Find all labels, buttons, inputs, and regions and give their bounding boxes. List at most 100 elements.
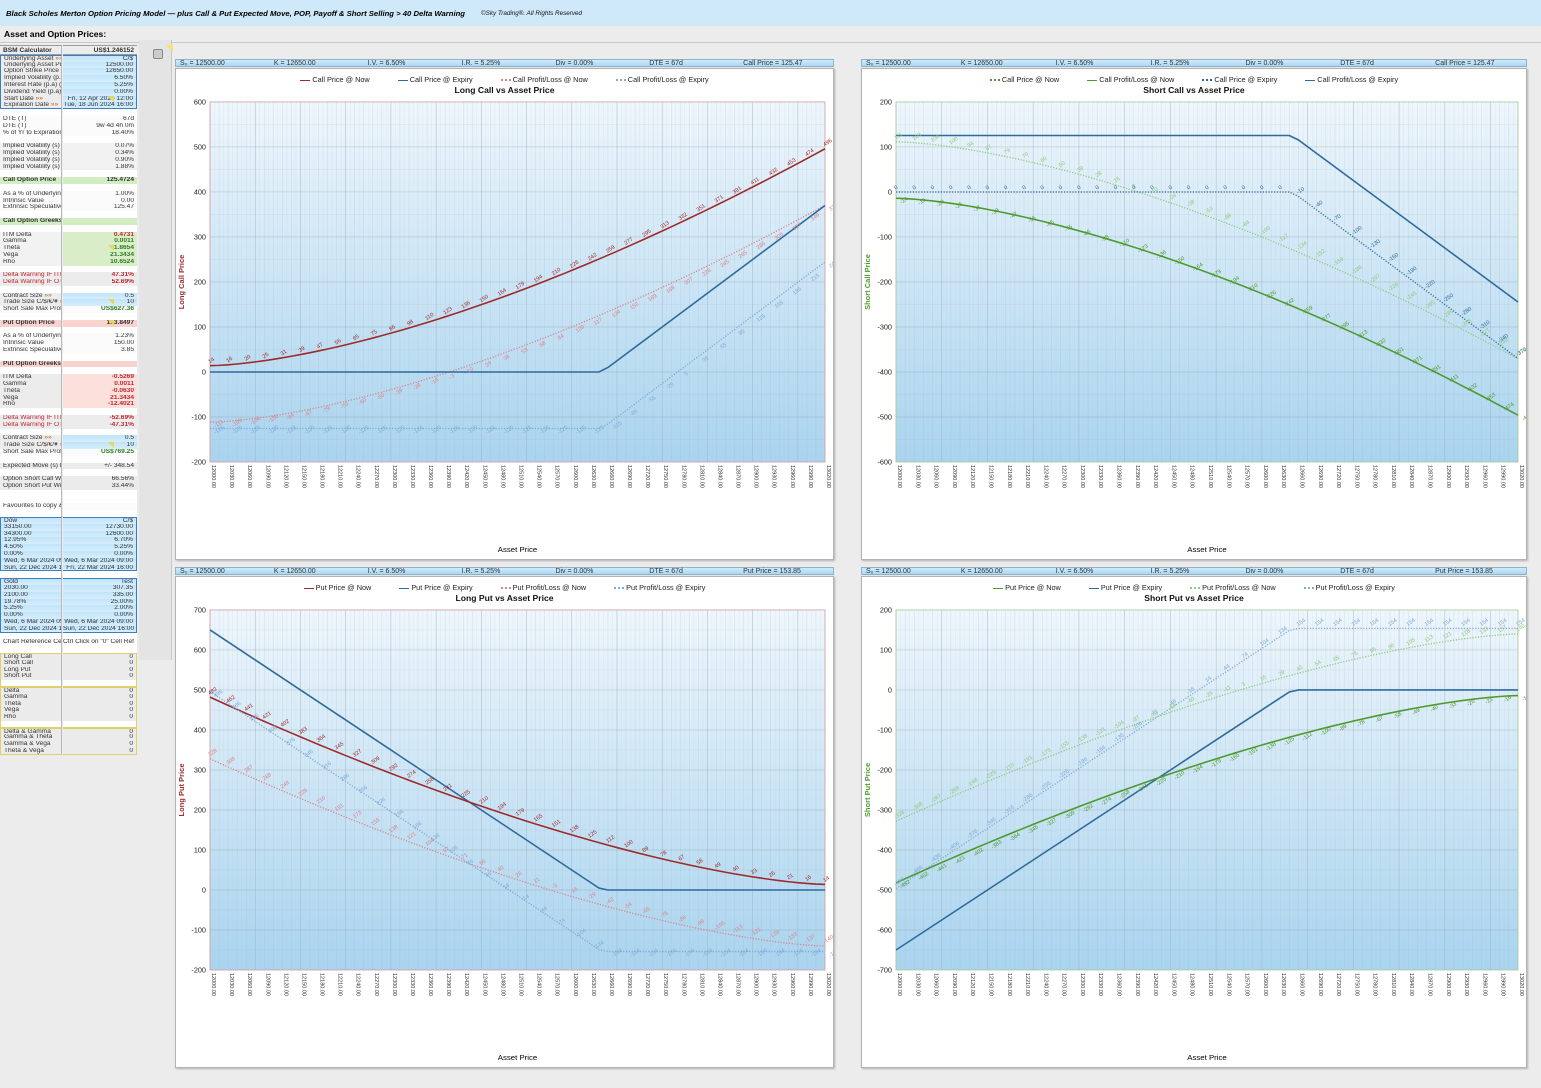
svg-text:12660.00: 12660.00: [1298, 973, 1304, 996]
svg-text:12900.00: 12900.00: [1445, 465, 1451, 488]
svg-text:12810.00: 12810.00: [1390, 973, 1396, 996]
svg-text:371: 371: [828, 203, 833, 213]
svg-text:12810.00: 12810.00: [1390, 465, 1396, 488]
svg-text:200: 200: [880, 605, 892, 614]
svg-text:12360.00: 12360.00: [1116, 465, 1122, 488]
svg-text:12990.00: 12990.00: [807, 973, 813, 996]
svg-text:0: 0: [202, 885, 206, 894]
svg-text:12000.00: 12000.00: [896, 465, 902, 488]
svg-text:Asset Price: Asset Price: [498, 545, 537, 554]
svg-text:12960.00: 12960.00: [1481, 465, 1487, 488]
svg-text:12330.00: 12330.00: [409, 465, 415, 488]
svg-text:-300: -300: [877, 322, 892, 331]
svg-text:12690.00: 12690.00: [1317, 973, 1323, 996]
svg-text:12000.00: 12000.00: [210, 973, 216, 996]
svg-text:12720.00: 12720.00: [1335, 973, 1341, 996]
svg-text:-200: -200: [877, 765, 892, 774]
svg-text:12540.00: 12540.00: [1225, 465, 1231, 488]
svg-text:-200: -200: [877, 277, 892, 286]
svg-text:12330.00: 12330.00: [1097, 973, 1103, 996]
svg-text:100: 100: [880, 645, 892, 654]
svg-text:12780.00: 12780.00: [1372, 973, 1378, 996]
svg-text:0: 0: [888, 685, 892, 694]
svg-text:12060.00: 12060.00: [933, 973, 939, 996]
svg-text:12930.00: 12930.00: [1463, 973, 1469, 996]
svg-text:12810.00: 12810.00: [698, 465, 704, 488]
svg-text:12690.00: 12690.00: [626, 973, 632, 996]
svg-text:12990.00: 12990.00: [1500, 465, 1506, 488]
svg-text:200: 200: [194, 277, 206, 286]
svg-text:12600.00: 12600.00: [1262, 973, 1268, 996]
svg-text:12960.00: 12960.00: [789, 465, 795, 488]
svg-text:12510.00: 12510.00: [1207, 973, 1213, 996]
svg-text:12150.00: 12150.00: [300, 465, 306, 488]
svg-text:Short Put Price: Short Put Price: [863, 763, 872, 817]
svg-text:-100: -100: [191, 925, 206, 934]
svg-text:100: 100: [194, 845, 206, 854]
svg-text:-500: -500: [877, 412, 892, 421]
svg-text:12930.00: 12930.00: [771, 465, 777, 488]
svg-text:12090.00: 12090.00: [264, 973, 270, 996]
svg-text:12390.00: 12390.00: [1134, 973, 1140, 996]
svg-text:-100: -100: [877, 725, 892, 734]
svg-text:12240.00: 12240.00: [355, 465, 361, 488]
svg-text:12450.00: 12450.00: [481, 465, 487, 488]
svg-text:12660.00: 12660.00: [608, 465, 614, 488]
svg-text:12390.00: 12390.00: [1134, 465, 1140, 488]
svg-text:12090.00: 12090.00: [264, 465, 270, 488]
svg-text:245: 245: [828, 259, 833, 269]
svg-text:12180.00: 12180.00: [1006, 973, 1012, 996]
svg-text:12570.00: 12570.00: [1244, 465, 1250, 488]
svg-text:12480.00: 12480.00: [1189, 973, 1195, 996]
svg-text:12420.00: 12420.00: [1152, 465, 1158, 488]
svg-text:600: 600: [194, 645, 206, 654]
svg-text:12360.00: 12360.00: [427, 973, 433, 996]
svg-text:12120.00: 12120.00: [282, 465, 288, 488]
svg-text:12690.00: 12690.00: [1317, 465, 1323, 488]
svg-text:12630.00: 12630.00: [1280, 973, 1286, 996]
svg-text:12720.00: 12720.00: [1335, 465, 1341, 488]
svg-text:12300.00: 12300.00: [391, 973, 397, 996]
svg-text:12810.00: 12810.00: [698, 973, 704, 996]
svg-text:Asset Price: Asset Price: [1187, 1053, 1226, 1062]
svg-text:12570.00: 12570.00: [554, 973, 560, 996]
svg-text:Asset Price: Asset Price: [1187, 545, 1226, 554]
svg-text:12180.00: 12180.00: [319, 465, 325, 488]
svg-text:400: 400: [194, 725, 206, 734]
svg-text:-500: -500: [877, 885, 892, 894]
svg-text:200: 200: [880, 97, 892, 106]
svg-text:12120.00: 12120.00: [969, 973, 975, 996]
svg-text:12510.00: 12510.00: [1207, 465, 1213, 488]
svg-text:12540.00: 12540.00: [1225, 973, 1231, 996]
svg-text:12750.00: 12750.00: [1353, 973, 1359, 996]
svg-text:12060.00: 12060.00: [246, 465, 252, 488]
svg-text:12660.00: 12660.00: [608, 973, 614, 996]
svg-text:12990.00: 12990.00: [1500, 973, 1506, 996]
svg-text:12600.00: 12600.00: [1262, 465, 1268, 488]
svg-text:12450.00: 12450.00: [1170, 973, 1176, 996]
svg-text:-400: -400: [877, 845, 892, 854]
svg-text:-100: -100: [877, 232, 892, 241]
svg-text:12270.00: 12270.00: [1061, 973, 1067, 996]
svg-text:12930.00: 12930.00: [1463, 465, 1469, 488]
svg-text:Long Call Price: Long Call Price: [177, 255, 186, 310]
svg-text:13020.00: 13020.00: [1518, 465, 1524, 488]
svg-text:12240.00: 12240.00: [1042, 465, 1048, 488]
svg-text:12780.00: 12780.00: [680, 973, 686, 996]
svg-text:12780.00: 12780.00: [1372, 465, 1378, 488]
svg-text:12030.00: 12030.00: [228, 973, 234, 996]
svg-text:12900.00: 12900.00: [753, 465, 759, 488]
svg-text:12420.00: 12420.00: [1152, 973, 1158, 996]
svg-text:12870.00: 12870.00: [1427, 465, 1433, 488]
svg-text:13020.00: 13020.00: [1518, 973, 1524, 996]
svg-text:Long Put Price: Long Put Price: [177, 763, 186, 816]
svg-text:0: 0: [888, 187, 892, 196]
svg-text:100: 100: [880, 142, 892, 151]
svg-text:12210.00: 12210.00: [1024, 465, 1030, 488]
svg-text:12630.00: 12630.00: [1280, 465, 1286, 488]
svg-text:12900.00: 12900.00: [753, 973, 759, 996]
svg-text:12000.00: 12000.00: [896, 973, 902, 996]
svg-text:400: 400: [194, 187, 206, 196]
svg-text:-600: -600: [877, 925, 892, 934]
svg-text:-496: -496: [1521, 412, 1526, 423]
